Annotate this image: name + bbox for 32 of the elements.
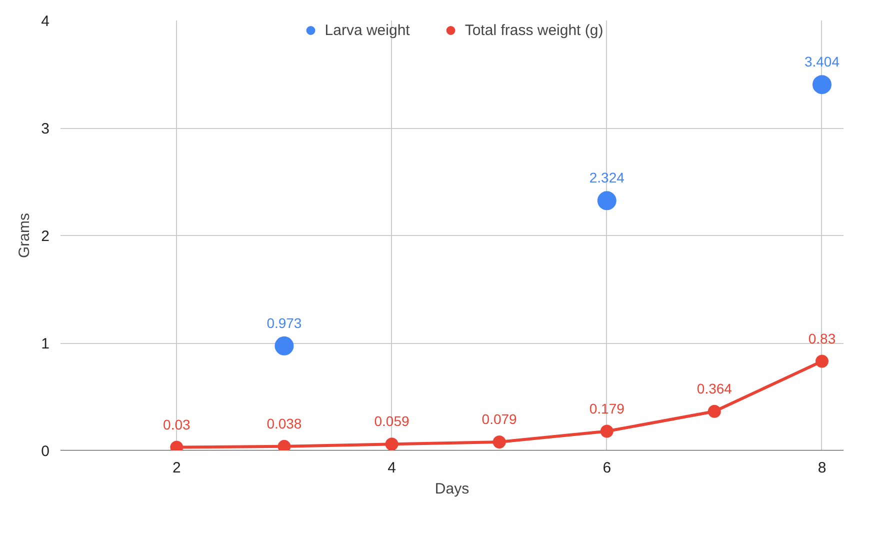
y-tick-label: 0 bbox=[41, 443, 50, 460]
data-label: 0.179 bbox=[589, 400, 625, 416]
x-tick-label: 4 bbox=[388, 460, 396, 476]
data-label: 0.364 bbox=[696, 380, 732, 396]
x-tick-label: 2 bbox=[172, 460, 181, 476]
y-axis-title: Grams bbox=[16, 213, 34, 258]
data-label: 0.973 bbox=[266, 314, 302, 331]
data-label: 0.038 bbox=[266, 415, 302, 432]
point bbox=[815, 354, 828, 368]
point bbox=[278, 440, 291, 450]
y-tick-label: 2 bbox=[41, 228, 50, 245]
point bbox=[600, 424, 614, 438]
x-tick-label: 8 bbox=[818, 460, 826, 476]
legend-label: Larva weight bbox=[324, 22, 410, 38]
y-tick-label: 3 bbox=[41, 120, 50, 138]
point bbox=[492, 436, 506, 448]
legend-label: Total frass weight (g) bbox=[464, 22, 604, 38]
point bbox=[274, 336, 294, 356]
data-label: 0.059 bbox=[374, 413, 410, 430]
data-label: 3.404 bbox=[804, 54, 840, 70]
x-axis-title: Days bbox=[434, 480, 470, 498]
point bbox=[597, 191, 616, 210]
data-label: 2.324 bbox=[589, 170, 625, 186]
point bbox=[385, 438, 398, 450]
x-tick-label: 6 bbox=[602, 460, 612, 476]
point bbox=[708, 404, 721, 418]
y-tick-label: 1 bbox=[41, 336, 50, 352]
data-label: 0.83 bbox=[808, 330, 836, 346]
data-label: 0.03 bbox=[163, 416, 190, 432]
y-tick-label: 4 bbox=[41, 13, 50, 30]
point bbox=[812, 75, 832, 94]
data-label: 0.079 bbox=[482, 411, 518, 428]
